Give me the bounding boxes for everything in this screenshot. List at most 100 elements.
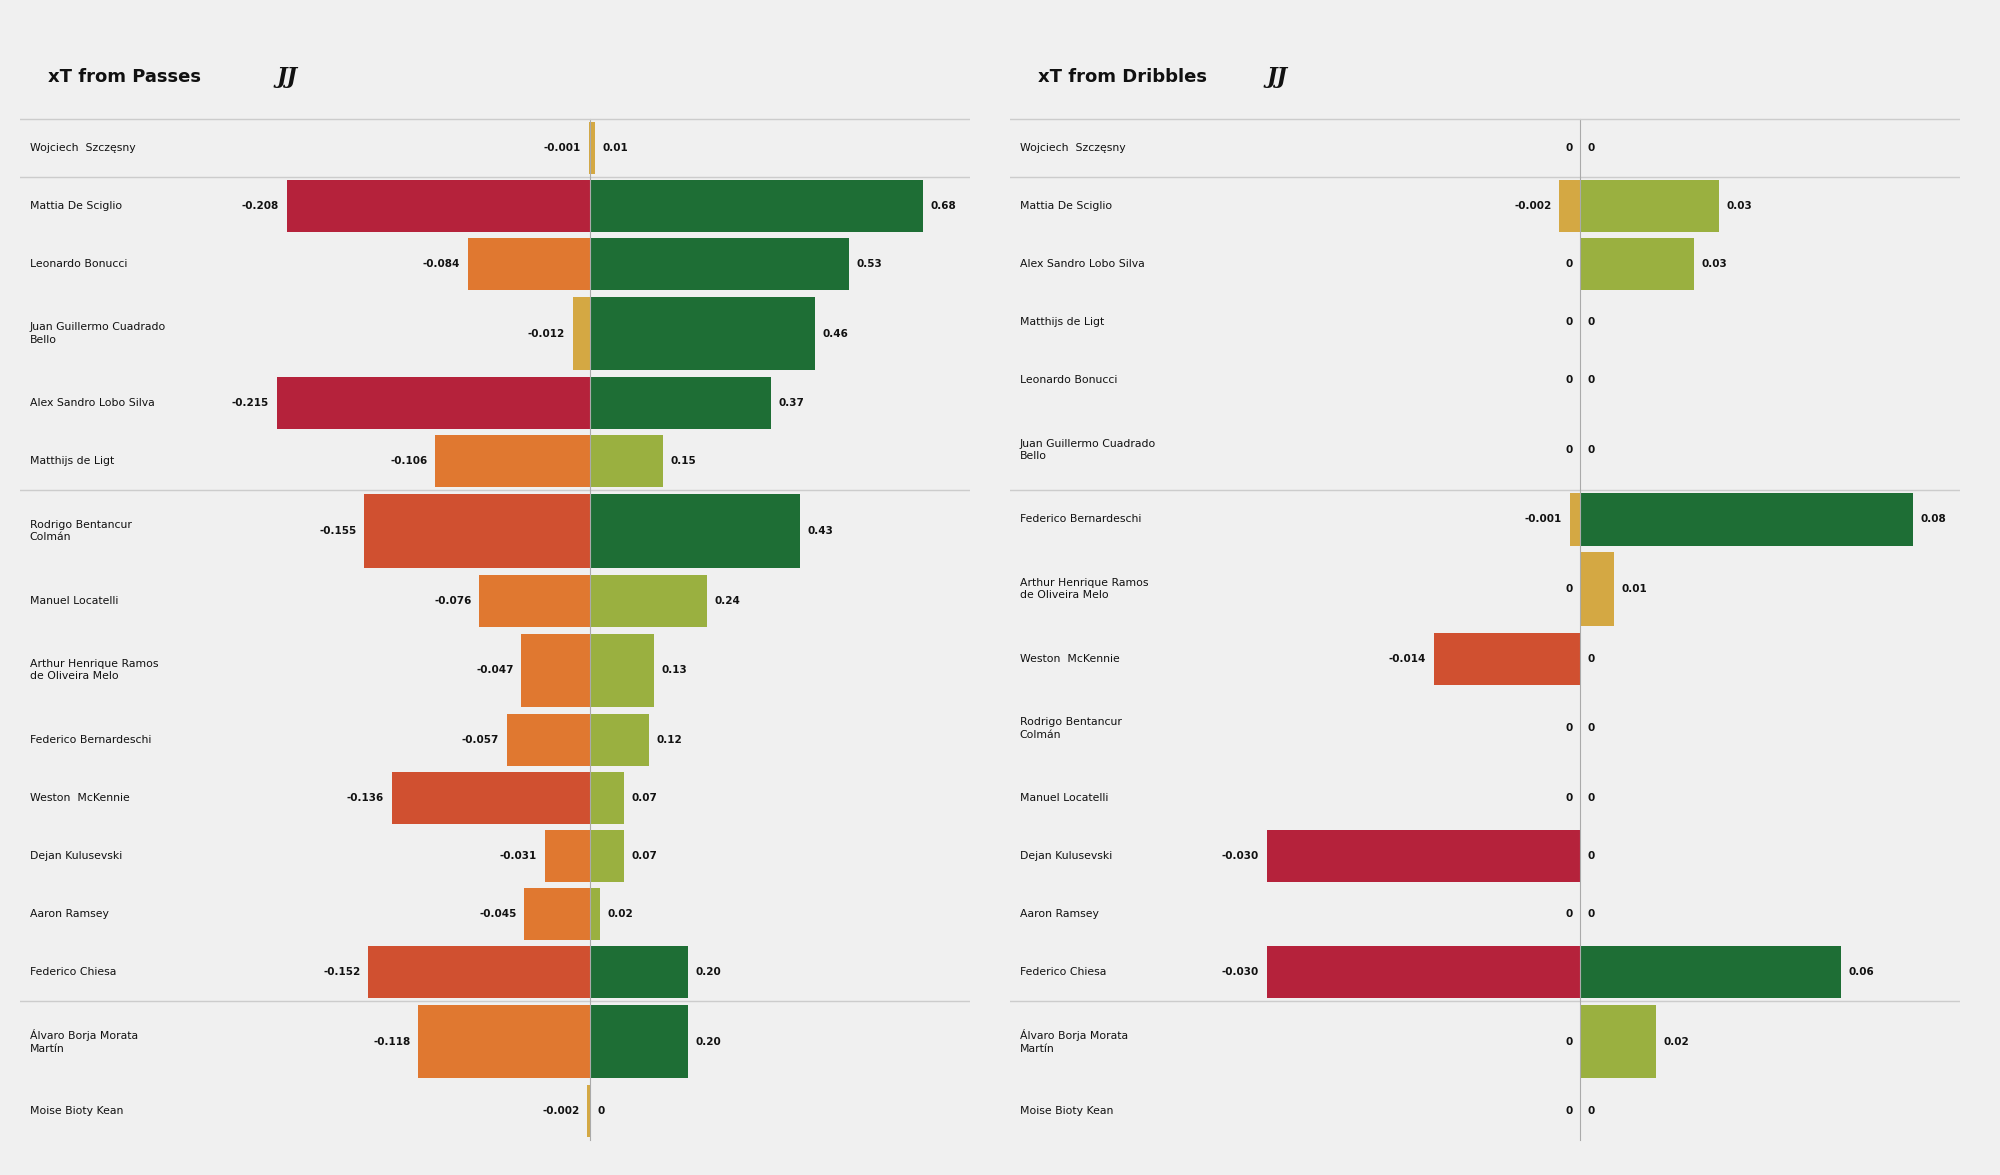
Text: 0: 0 — [1588, 653, 1594, 664]
Text: Dejan Kulusevski: Dejan Kulusevski — [1020, 851, 1112, 861]
Bar — [276, 377, 590, 429]
Bar — [590, 297, 814, 370]
Text: Matthijs de Ligt: Matthijs de Ligt — [30, 456, 114, 466]
Text: 0.02: 0.02 — [1664, 1036, 1690, 1047]
Text: xT from Passes: xT from Passes — [48, 68, 202, 86]
Text: Moise Bioty Kean: Moise Bioty Kean — [1020, 1107, 1112, 1116]
Text: 0: 0 — [1588, 317, 1594, 327]
Bar — [468, 237, 590, 290]
Text: -0.002: -0.002 — [1514, 201, 1552, 212]
Text: -0.076: -0.076 — [434, 596, 472, 605]
Text: 0: 0 — [1566, 724, 1572, 733]
Bar — [590, 830, 624, 882]
Text: Manuel Locatelli: Manuel Locatelli — [1020, 793, 1108, 803]
Bar — [418, 1005, 590, 1079]
Text: 0: 0 — [1588, 375, 1594, 385]
Text: Mattia De Sciglio: Mattia De Sciglio — [30, 201, 122, 212]
Bar — [1580, 180, 1718, 233]
Text: -0.208: -0.208 — [242, 201, 280, 212]
Text: 0.01: 0.01 — [1622, 584, 1648, 595]
Text: Aaron Ramsey: Aaron Ramsey — [30, 909, 108, 919]
Text: 0: 0 — [1566, 793, 1572, 803]
Text: 0.43: 0.43 — [808, 526, 834, 536]
Text: 0.03: 0.03 — [1702, 258, 1726, 269]
Text: -0.031: -0.031 — [500, 851, 538, 861]
Text: Weston  McKennie: Weston McKennie — [30, 793, 130, 803]
Text: 0.01: 0.01 — [602, 143, 628, 153]
Text: Federico Bernardeschi: Federico Bernardeschi — [1020, 515, 1140, 524]
Text: Arthur Henrique Ramos
de Oliveira Melo: Arthur Henrique Ramos de Oliveira Melo — [1020, 578, 1148, 600]
Text: Álvaro Borja Morata
Martín: Álvaro Borja Morata Martín — [1020, 1029, 1128, 1054]
Text: xT from Dribbles: xT from Dribbles — [1038, 68, 1208, 86]
Text: Juan Guillermo Cuadrado
Bello: Juan Guillermo Cuadrado Bello — [30, 322, 166, 345]
Bar — [364, 495, 590, 568]
Text: Rodrigo Bentancur
Colmán: Rodrigo Bentancur Colmán — [30, 519, 132, 542]
Text: Rodrigo Bentancur
Colmán: Rodrigo Bentancur Colmán — [1020, 717, 1122, 739]
Text: 0: 0 — [1588, 851, 1594, 861]
Bar — [1560, 180, 1580, 233]
Bar — [1434, 632, 1580, 685]
Text: 0: 0 — [1566, 909, 1572, 919]
Text: 0.20: 0.20 — [696, 1036, 722, 1047]
Bar — [590, 180, 922, 233]
Text: -0.001: -0.001 — [544, 143, 580, 153]
Text: -0.002: -0.002 — [542, 1107, 580, 1116]
Text: -0.152: -0.152 — [324, 967, 360, 978]
Text: Alex Sandro Lobo Silva: Alex Sandro Lobo Silva — [1020, 258, 1144, 269]
Text: 0.13: 0.13 — [662, 665, 686, 676]
Bar — [590, 377, 770, 429]
Bar — [1580, 1005, 1656, 1079]
Text: -0.030: -0.030 — [1222, 967, 1258, 978]
Bar — [1580, 946, 1840, 998]
Text: -0.001: -0.001 — [1524, 515, 1562, 524]
Text: 0.07: 0.07 — [632, 851, 658, 861]
Text: Federico Chiesa: Federico Chiesa — [30, 967, 116, 978]
Text: -0.030: -0.030 — [1222, 851, 1258, 861]
Text: Weston  McKennie: Weston McKennie — [1020, 653, 1120, 664]
Text: 0.03: 0.03 — [1726, 201, 1752, 212]
Text: Moise Bioty Kean: Moise Bioty Kean — [30, 1107, 122, 1116]
Text: -0.014: -0.014 — [1388, 653, 1426, 664]
Text: 0: 0 — [1566, 584, 1572, 595]
Bar — [544, 830, 590, 882]
Text: 0: 0 — [1588, 1107, 1594, 1116]
Text: -0.118: -0.118 — [374, 1036, 410, 1047]
Text: 0.08: 0.08 — [1920, 515, 1946, 524]
Text: 0.12: 0.12 — [656, 734, 682, 745]
Bar — [506, 713, 590, 766]
Text: 0.37: 0.37 — [778, 398, 804, 409]
Text: -0.136: -0.136 — [346, 793, 384, 803]
Bar — [524, 888, 590, 940]
Text: -0.057: -0.057 — [462, 734, 500, 745]
Bar — [1580, 494, 1912, 545]
Bar — [480, 575, 590, 626]
Text: 0: 0 — [1588, 143, 1594, 153]
Text: 0: 0 — [1588, 909, 1594, 919]
Text: 0.20: 0.20 — [696, 967, 722, 978]
Text: 0.06: 0.06 — [1848, 967, 1874, 978]
Text: 0.46: 0.46 — [822, 329, 848, 338]
Text: Federico Chiesa: Federico Chiesa — [1020, 967, 1106, 978]
Text: 0: 0 — [1588, 445, 1594, 455]
Text: Arthur Henrique Ramos
de Oliveira Melo: Arthur Henrique Ramos de Oliveira Melo — [30, 659, 158, 682]
Text: Matthijs de Ligt: Matthijs de Ligt — [1020, 317, 1104, 327]
Text: 0.68: 0.68 — [930, 201, 956, 212]
Text: 0: 0 — [1566, 143, 1572, 153]
Text: -0.084: -0.084 — [422, 258, 460, 269]
Text: -0.012: -0.012 — [528, 329, 564, 338]
Text: Dejan Kulusevski: Dejan Kulusevski — [30, 851, 122, 861]
Text: 0: 0 — [1588, 793, 1594, 803]
Text: 0: 0 — [1566, 445, 1572, 455]
Text: -0.155: -0.155 — [320, 526, 356, 536]
Text: JJ: JJ — [1266, 66, 1288, 88]
Text: 0: 0 — [1566, 258, 1572, 269]
Text: 0.02: 0.02 — [608, 909, 634, 919]
Bar — [572, 297, 590, 370]
Bar — [1580, 552, 1614, 625]
Text: Wojciech  Szczęsny: Wojciech Szczęsny — [30, 143, 136, 153]
Bar — [588, 1086, 590, 1137]
Text: -0.047: -0.047 — [476, 665, 514, 676]
Bar — [590, 1005, 688, 1079]
Bar — [590, 575, 708, 626]
Text: Manuel Locatelli: Manuel Locatelli — [30, 596, 118, 605]
